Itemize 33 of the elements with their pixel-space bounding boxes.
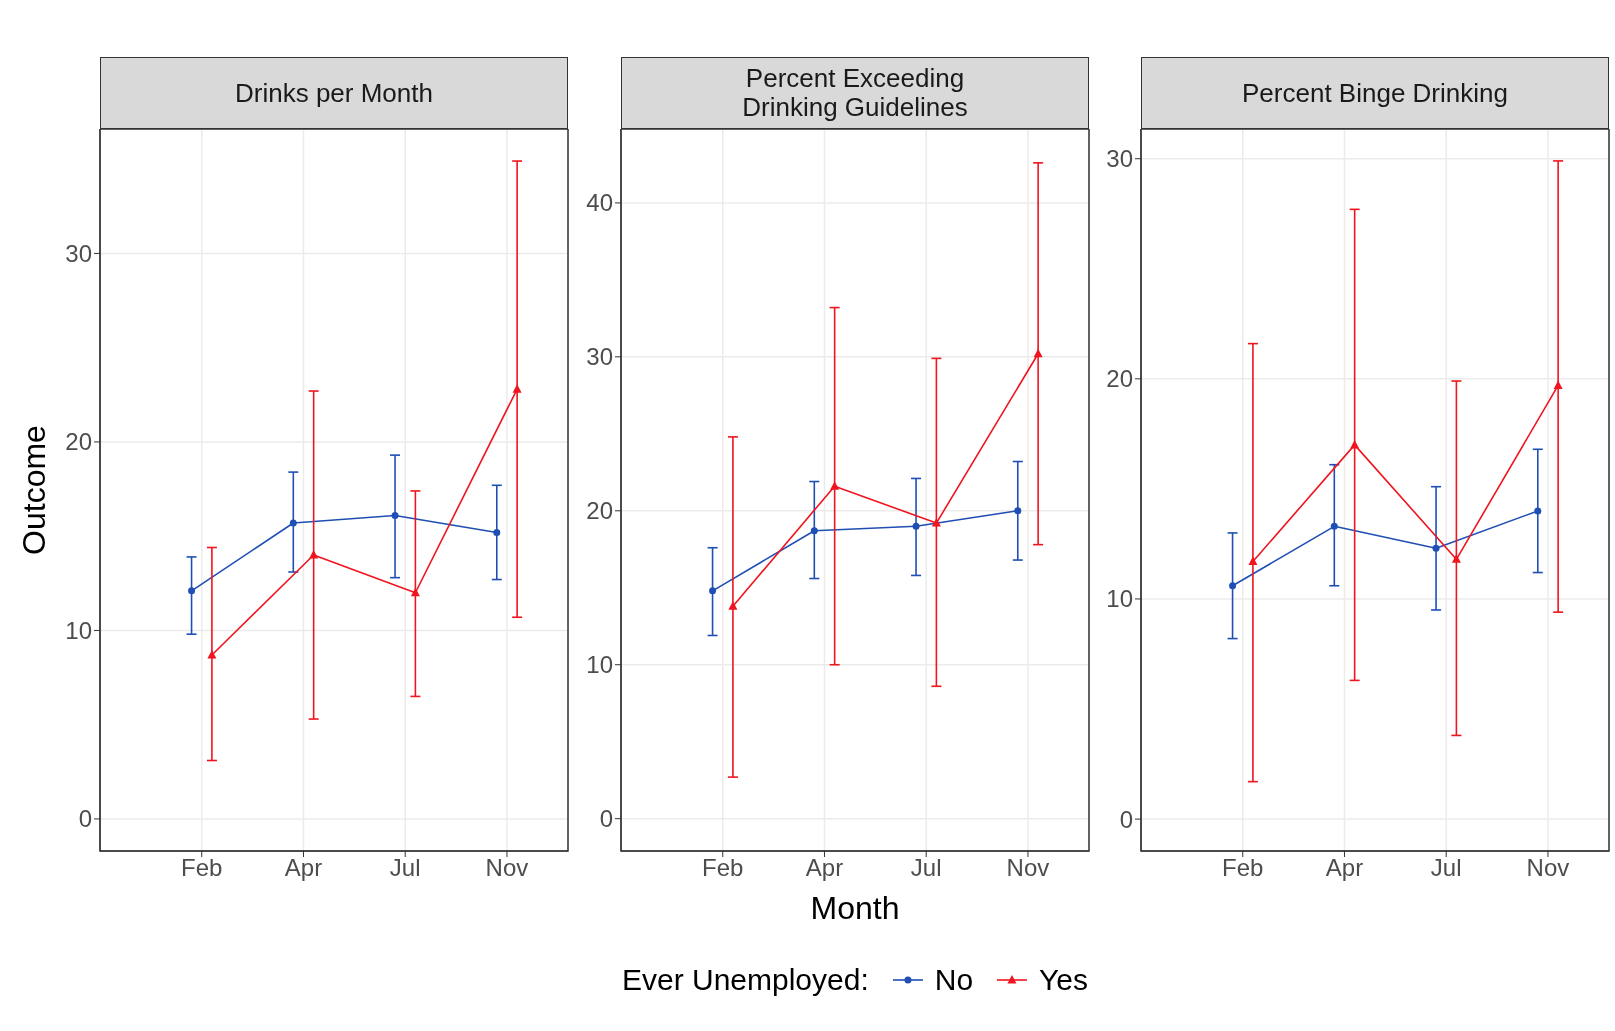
legend-title: Ever Unemployed: xyxy=(621,963,869,997)
y-axis-title: Outcome xyxy=(15,425,53,555)
y-tick-label: 0 xyxy=(599,805,613,833)
y-tick-label: 20 xyxy=(1106,365,1133,393)
y-tick-label: 10 xyxy=(1106,585,1133,613)
x-tick-label: Jul xyxy=(389,854,421,882)
chart-title: Percent Exceeding Drinking Guidelines xyxy=(621,57,1089,129)
x-tick-label: Feb xyxy=(1222,854,1264,882)
chart-title: Percent Binge Drinking xyxy=(1141,57,1609,129)
x-tick-label: Nov xyxy=(485,854,529,882)
y-tick-label: 30 xyxy=(1106,145,1133,173)
y-tick-label: 10 xyxy=(65,616,92,644)
y-tick-label: 20 xyxy=(586,497,613,525)
legend-label: Yes xyxy=(1039,963,1089,997)
y-tick-label: 0 xyxy=(1119,805,1133,833)
x-tick-label: Jul xyxy=(1430,854,1462,882)
legend-label: No xyxy=(934,963,974,997)
x-tick-label: Apr xyxy=(1325,854,1364,882)
y-tick-label: 40 xyxy=(586,189,613,217)
y-tick-label: 10 xyxy=(586,651,613,679)
x-tick-label: Apr xyxy=(805,854,844,882)
x-tick-label: Nov xyxy=(1006,854,1050,882)
chart-title: Drinks per Month xyxy=(100,57,568,129)
x-tick-label: Apr xyxy=(284,854,323,882)
y-tick-label: 30 xyxy=(586,343,613,371)
y-tick-label: 20 xyxy=(65,428,92,456)
y-tick-label: 0 xyxy=(78,805,92,833)
x-tick-label: Jul xyxy=(910,854,942,882)
y-tick-label: 30 xyxy=(65,239,92,267)
x-tick-label: Feb xyxy=(181,854,223,882)
x-axis-title: Month xyxy=(810,890,900,927)
x-tick-label: Feb xyxy=(702,854,744,882)
x-tick-label: Nov xyxy=(1526,854,1570,882)
